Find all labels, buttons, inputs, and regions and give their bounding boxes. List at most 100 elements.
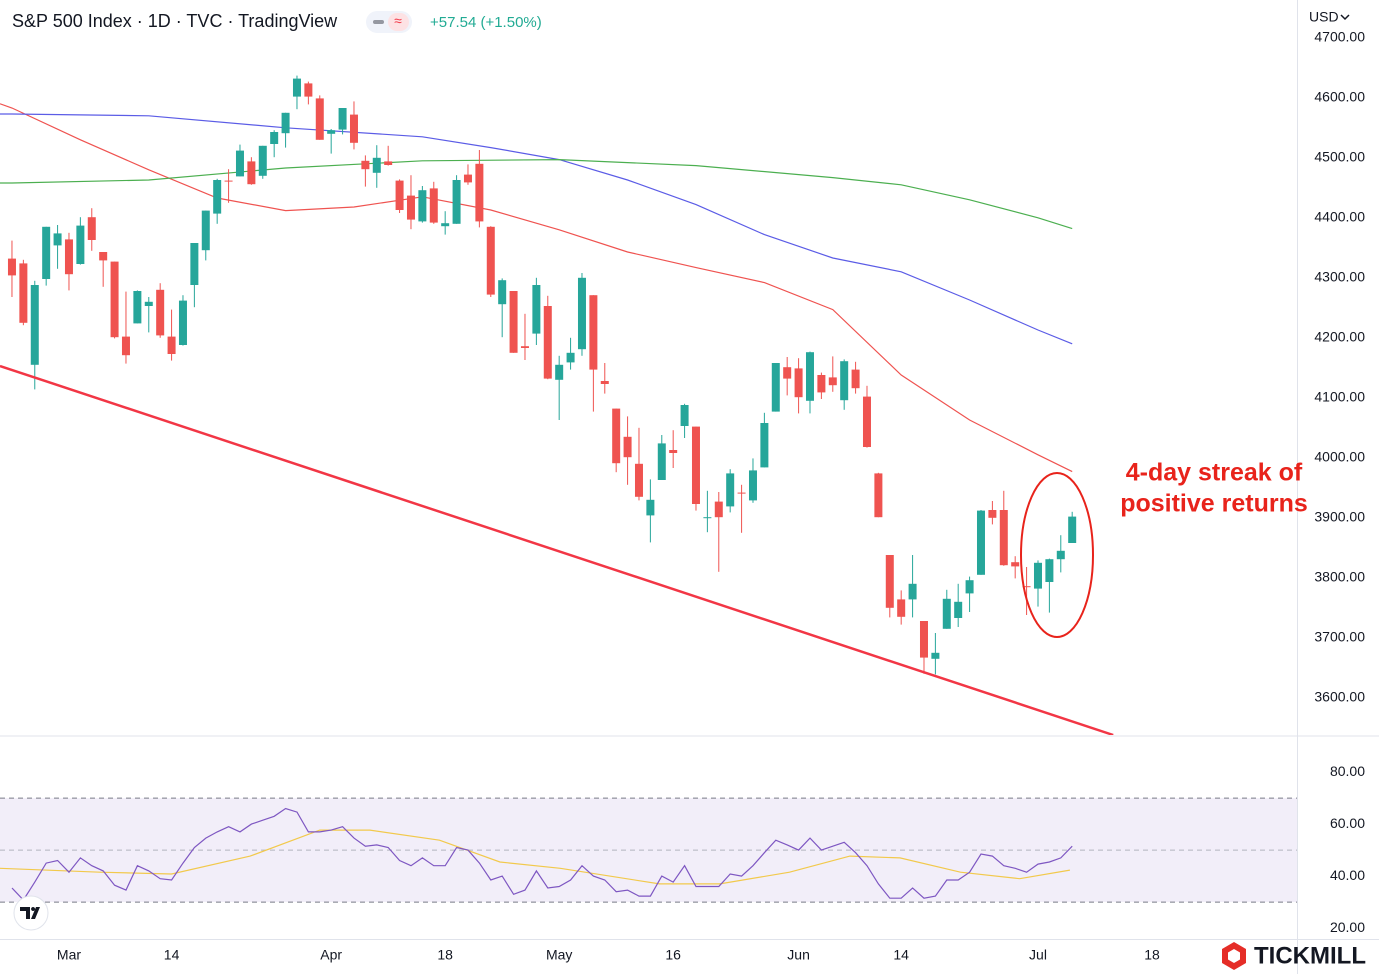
x-tick-label: 16	[665, 947, 681, 963]
trendline	[0, 364, 1114, 735]
pill-icon	[373, 20, 384, 24]
candle-body	[475, 163, 484, 222]
candle-body	[441, 223, 450, 227]
currency-caret	[1340, 14, 1350, 21]
candle-body	[406, 195, 415, 220]
candle-body	[862, 396, 871, 447]
candle-body	[178, 300, 187, 345]
candle-body	[213, 180, 222, 214]
candle-body	[7, 258, 16, 276]
candle-body	[783, 367, 792, 379]
candle-body	[224, 180, 233, 182]
currency-label[interactable]: USD	[1309, 9, 1339, 25]
candle-body	[669, 450, 678, 453]
candle-body	[851, 369, 860, 389]
candle-body	[885, 555, 894, 608]
candle-body	[634, 463, 643, 497]
candle-body	[657, 443, 666, 480]
candle-body	[794, 368, 803, 398]
candle-body	[99, 252, 108, 261]
candle-body	[691, 426, 700, 504]
candle-body	[555, 364, 564, 380]
pill-symbol: ≈	[394, 13, 402, 29]
x-tick-label: 14	[893, 947, 909, 963]
candle-body	[463, 174, 472, 183]
candle-body	[281, 112, 290, 134]
candle-body	[64, 239, 73, 275]
candle-body	[190, 243, 199, 285]
x-tick-label: Mar	[57, 947, 81, 963]
y-tick-label: 4300.00	[1314, 269, 1365, 285]
x-tick-label: 18	[1144, 947, 1160, 963]
candle-body	[1022, 586, 1031, 588]
candle-body	[726, 473, 735, 507]
tickmill-logo: TICKMILL	[1222, 942, 1366, 970]
candle-body	[270, 132, 279, 144]
candle-body	[942, 598, 951, 629]
candle-body	[498, 280, 507, 305]
moving-average	[0, 103, 1073, 473]
candle-body	[589, 295, 598, 370]
pill-icon-bg	[388, 13, 409, 31]
candle-body	[1068, 516, 1077, 543]
tv-logo	[13, 895, 49, 931]
candle-body	[760, 423, 769, 468]
candle-body	[1056, 550, 1065, 560]
x-tick-label: Jun	[787, 947, 810, 963]
y-tick-label: 4400.00	[1314, 209, 1365, 225]
candle-body	[703, 517, 712, 519]
y-tick-label: 3800.00	[1314, 569, 1365, 585]
rsi-panel	[0, 797, 1297, 903]
x-tick-label: 14	[164, 947, 180, 963]
candle-body	[748, 470, 757, 501]
candle-body	[247, 161, 256, 185]
candle-body	[874, 473, 883, 518]
y-tick-label: 4600.00	[1314, 89, 1365, 105]
rsi-line	[11, 807, 1073, 901]
candle-body	[1011, 562, 1020, 567]
y-tick-label: 4700.00	[1314, 29, 1365, 45]
candle-body	[908, 583, 917, 600]
candle-body	[110, 261, 119, 338]
rsi-line	[0, 829, 1071, 885]
candle-body	[349, 114, 358, 143]
y-tick-label: 60.00	[1330, 815, 1365, 831]
candle-body	[452, 180, 461, 224]
candle-body	[646, 499, 655, 516]
candle-body	[714, 501, 723, 518]
candle-body	[532, 285, 541, 334]
candle-body	[577, 277, 586, 350]
candle-body	[999, 510, 1008, 566]
candle-body	[623, 436, 632, 458]
candle-body	[156, 289, 165, 336]
candle-body	[840, 361, 849, 401]
candle-body	[361, 160, 370, 170]
y-tick-label: 4200.00	[1314, 329, 1365, 345]
candle-body	[87, 217, 96, 240]
candle-body	[919, 621, 928, 658]
candle-body	[418, 190, 427, 222]
candle-body	[612, 408, 621, 464]
candle-body	[771, 363, 780, 412]
candle-body	[258, 145, 267, 176]
annotation-text: 4-day streak of	[1126, 459, 1303, 487]
x-tick-label: Apr	[320, 947, 342, 963]
candle-body	[897, 599, 906, 617]
moving-average	[0, 158, 1073, 230]
candle-body	[372, 157, 381, 173]
y-tick-label: 80.00	[1330, 763, 1365, 779]
candle-body	[509, 291, 518, 353]
candle-body	[680, 405, 689, 426]
candle-body	[817, 375, 826, 393]
candle-body	[600, 381, 609, 384]
y-tick-label: 3600.00	[1314, 689, 1365, 705]
candle-body	[338, 108, 347, 130]
x-tick-label: 18	[437, 947, 453, 963]
header-bg	[0, 0, 570, 40]
chart-title: S&P 500 Index · 1D · TVC · TradingView	[12, 11, 338, 31]
y-tick-label: 4100.00	[1314, 389, 1365, 405]
y-tick-label: 40.00	[1330, 867, 1365, 883]
candle-body	[144, 301, 153, 306]
candle-body	[167, 336, 176, 354]
candle-body	[976, 510, 985, 575]
